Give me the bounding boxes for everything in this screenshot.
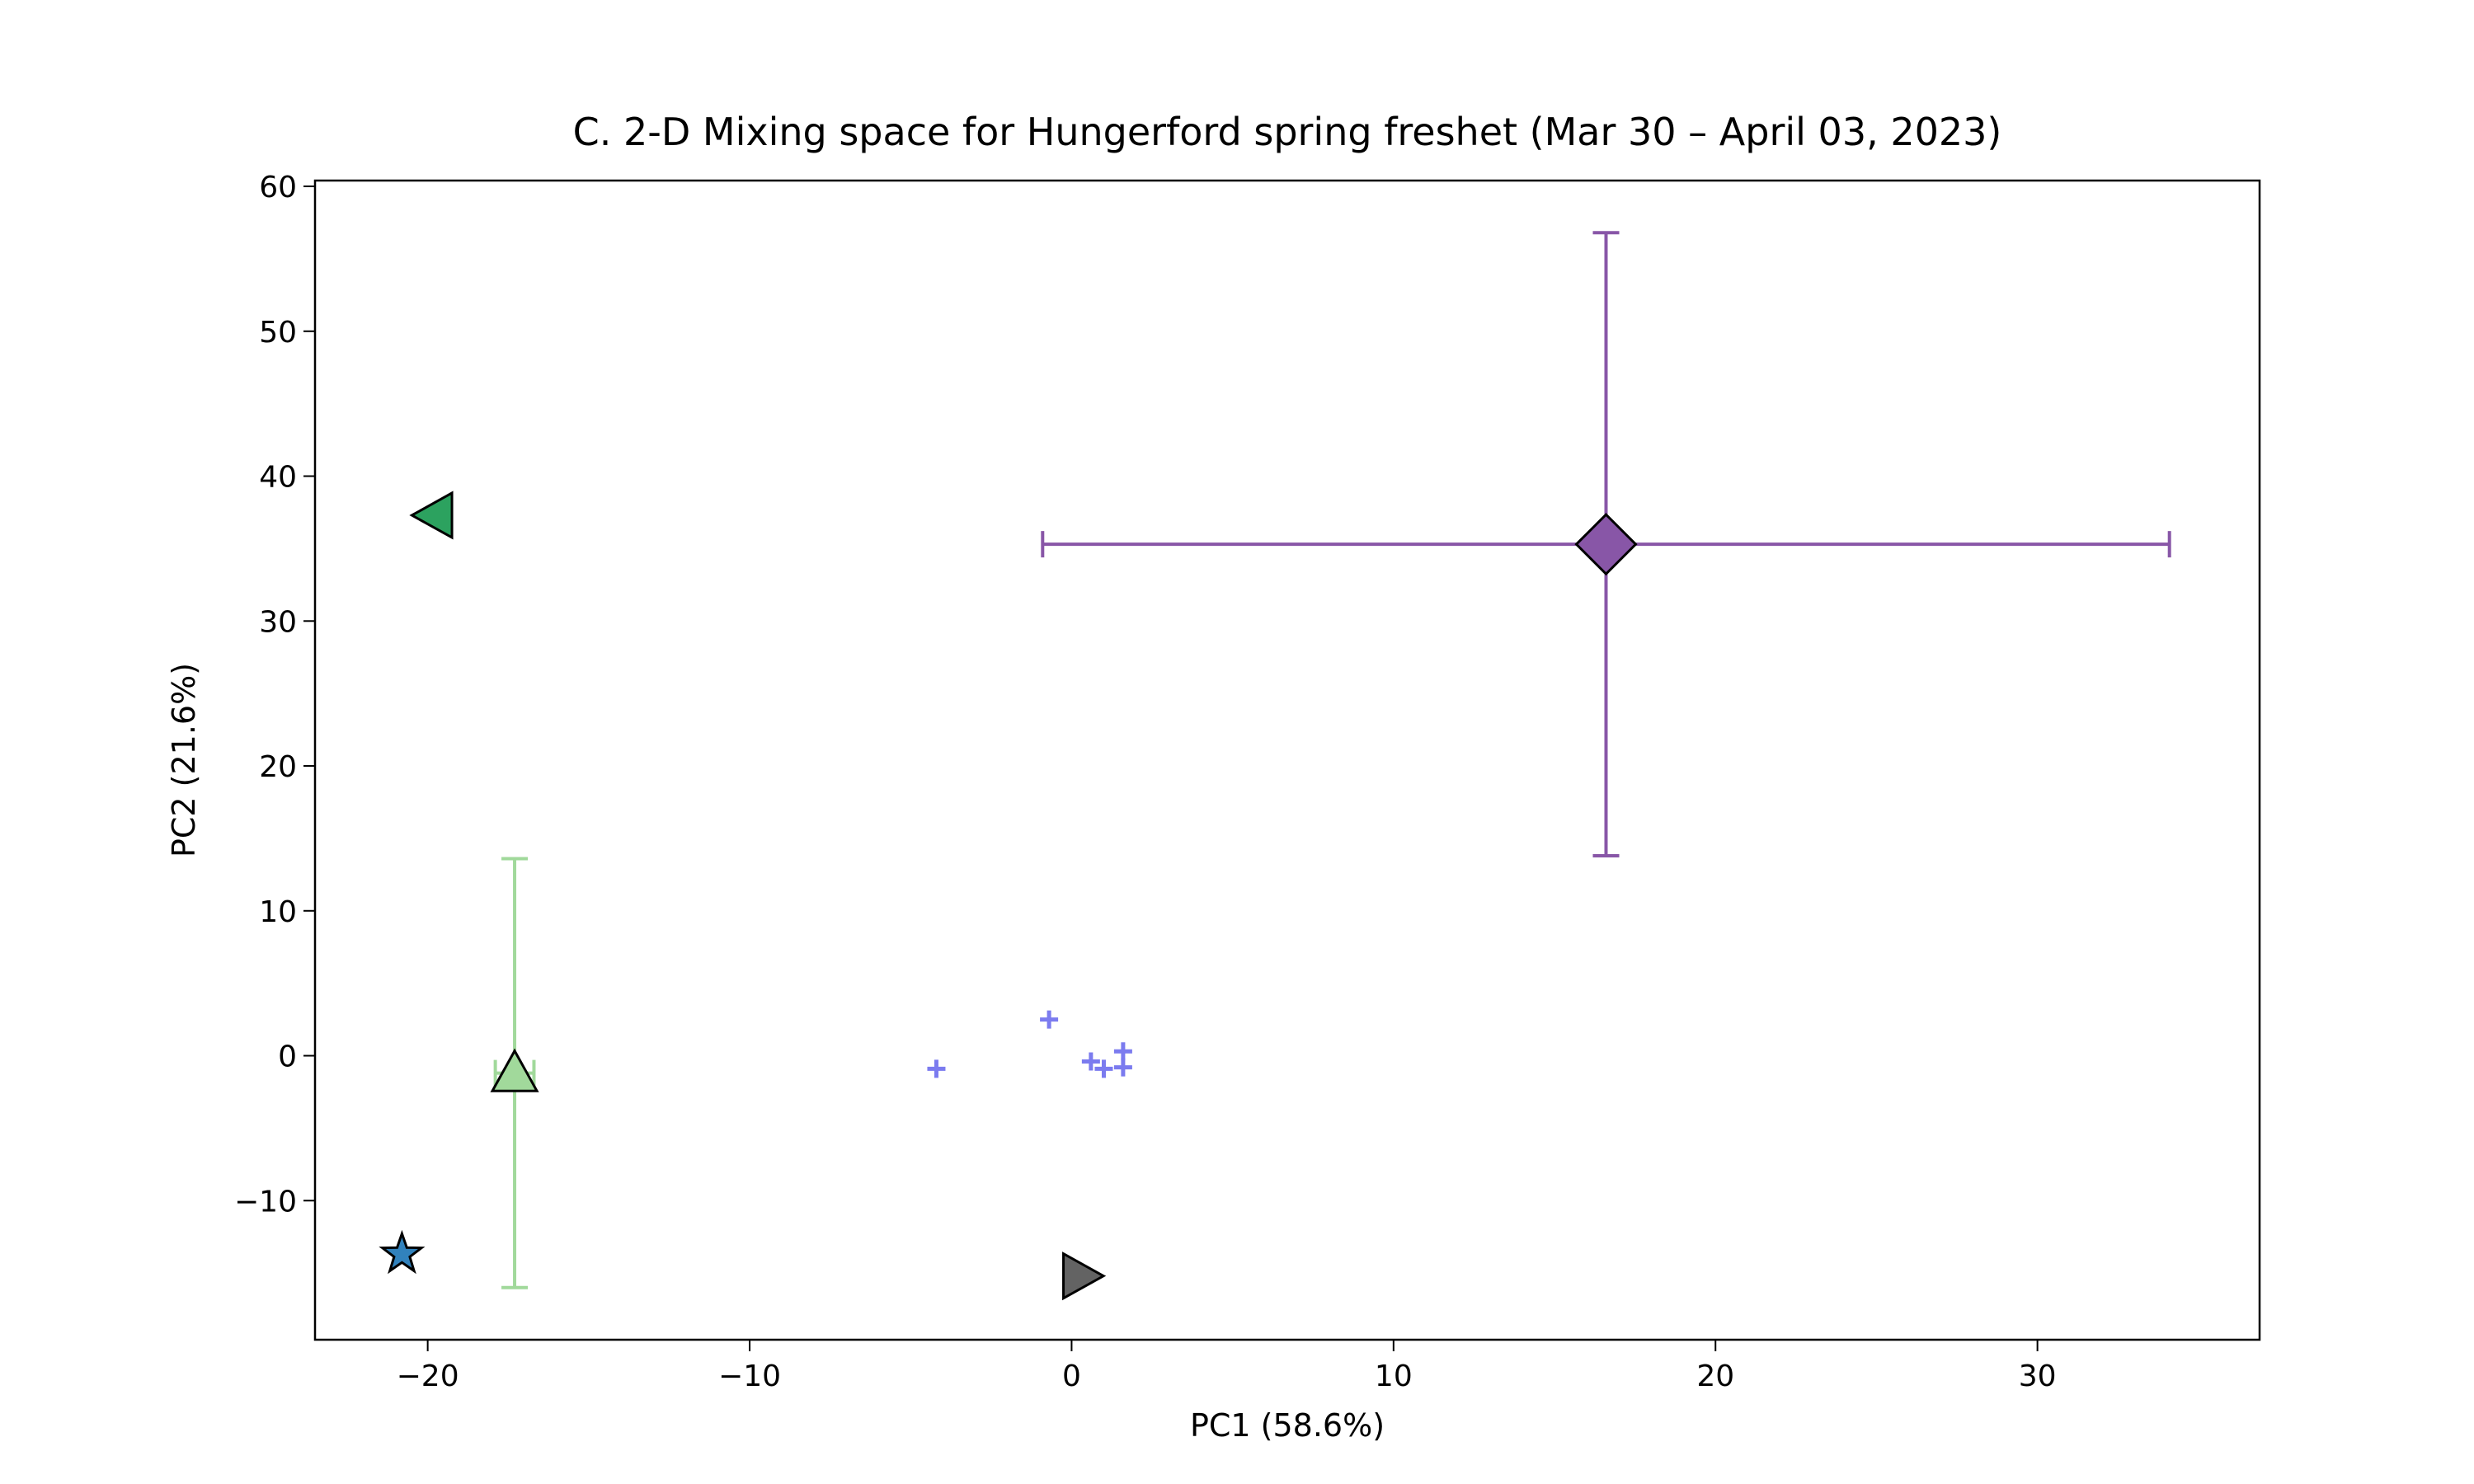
point <box>1574 513 1638 576</box>
x-axis-label: PC1 (58.6%) <box>1190 1407 1385 1444</box>
point <box>379 1229 426 1275</box>
y-tick-label: 30 <box>259 605 297 639</box>
y-tick-label: 20 <box>259 750 297 784</box>
y-tick-label: 10 <box>259 895 297 929</box>
x-tick-label: 10 <box>1375 1360 1413 1393</box>
point <box>409 491 454 540</box>
y-axis-label: PC2 (21.6%) <box>166 663 202 857</box>
point <box>490 1048 539 1092</box>
point <box>1113 1042 1132 1061</box>
point <box>1081 1052 1100 1071</box>
plot-frame <box>313 179 2261 1341</box>
x-tick-label: 30 <box>2019 1360 2057 1393</box>
y-tick-label: 50 <box>259 316 297 350</box>
point <box>1062 1252 1107 1301</box>
plot-area <box>379 231 2171 1301</box>
y-tick-label: 0 <box>278 1040 297 1074</box>
x-tick-label: −10 <box>718 1360 781 1393</box>
x-tick-label: 0 <box>1062 1360 1081 1393</box>
point <box>1113 1058 1132 1077</box>
y-tick-label: −10 <box>234 1185 297 1219</box>
x-tick-label: −20 <box>397 1360 459 1393</box>
chart-title: C. 2-D Mixing space for Hungerford sprin… <box>573 110 2002 154</box>
y-tick-label: 40 <box>259 461 297 495</box>
point <box>927 1059 946 1078</box>
point <box>1094 1059 1113 1078</box>
point <box>1040 1010 1059 1029</box>
y-tick-label: 60 <box>259 171 297 204</box>
x-tick-label: 20 <box>1696 1360 1734 1393</box>
